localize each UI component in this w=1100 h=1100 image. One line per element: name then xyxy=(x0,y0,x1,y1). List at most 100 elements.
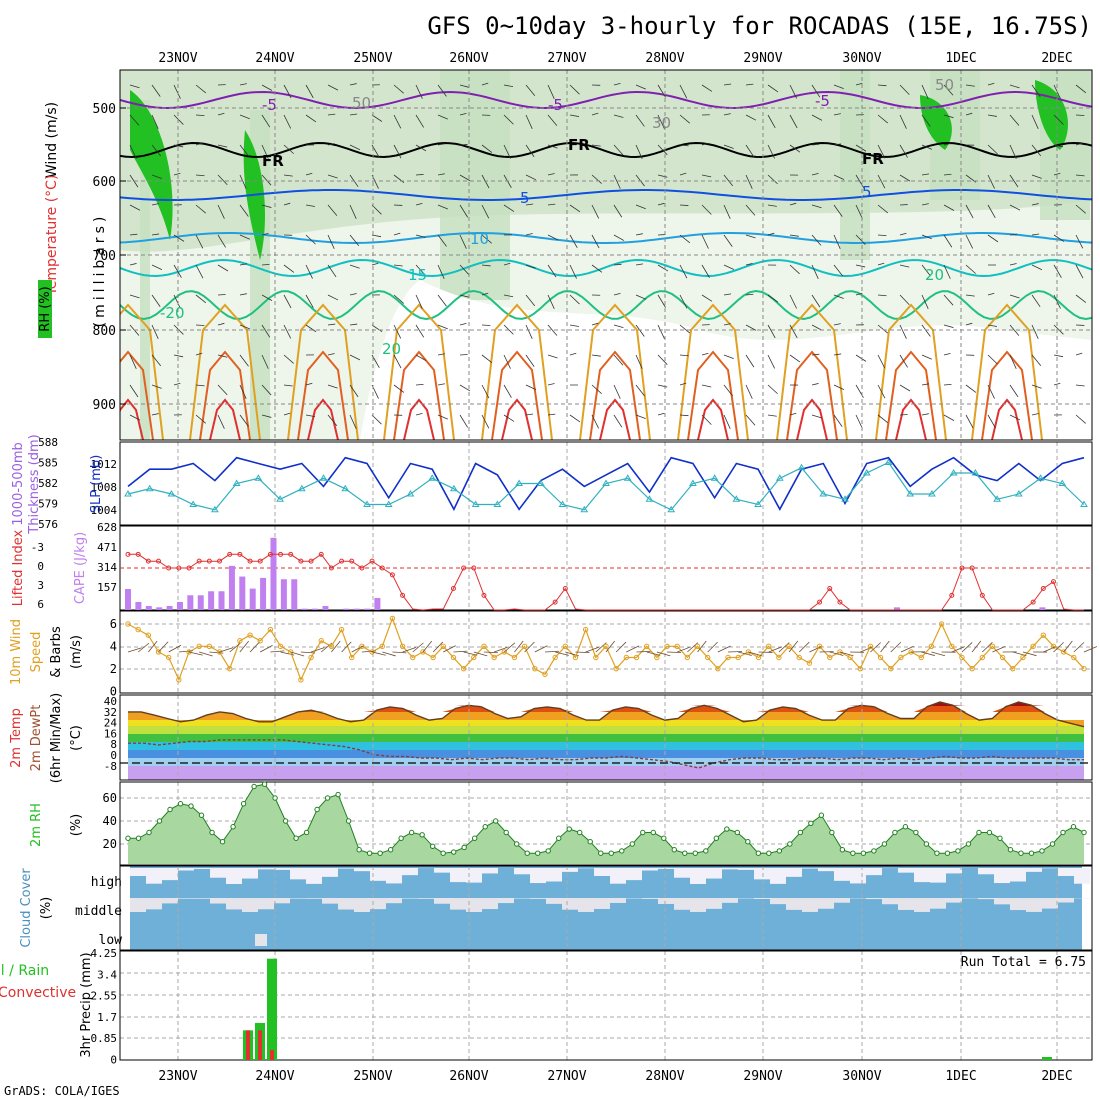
wind-barb xyxy=(129,144,137,159)
surface-contour-30 xyxy=(120,350,154,440)
wind-barb xyxy=(305,204,316,207)
thickness-marker xyxy=(775,474,784,481)
wind-barb xyxy=(745,354,755,368)
wind-barb xyxy=(239,354,249,367)
wind-barb xyxy=(745,144,755,158)
wind-barb xyxy=(613,384,621,399)
cloud-mid-gap xyxy=(786,898,802,910)
wind-barb xyxy=(921,324,931,337)
wind-barb xyxy=(217,264,229,272)
wind-barb xyxy=(1063,640,1073,653)
wind-barb xyxy=(591,354,601,357)
wind-barb xyxy=(987,204,996,219)
wind-barb xyxy=(305,382,313,386)
wind-barb xyxy=(877,414,889,424)
wind-barb xyxy=(305,172,313,176)
li-marker xyxy=(339,558,345,564)
wind-barb xyxy=(569,204,581,213)
wind-marker xyxy=(735,654,741,661)
wind-barb xyxy=(349,293,357,296)
temp-contour-5 xyxy=(120,189,1092,201)
wind-barb xyxy=(1009,414,1021,421)
wind-barb xyxy=(943,324,954,328)
li-marker xyxy=(837,599,843,605)
thickness-marker xyxy=(1014,490,1023,497)
wind-barb xyxy=(811,353,820,356)
li-marker xyxy=(145,558,151,564)
contour-label: FR xyxy=(862,150,884,168)
wind-marker xyxy=(806,660,813,666)
date-label-bottom: 23NOV xyxy=(158,1069,197,1084)
rh-marker xyxy=(471,835,478,841)
precip-tick: 3.4 xyxy=(97,968,117,981)
rh-marker xyxy=(682,850,688,856)
rh-marker xyxy=(209,829,215,836)
rh-marker xyxy=(997,835,1003,841)
rh-marker xyxy=(923,841,930,847)
thickness-marker xyxy=(1058,479,1067,486)
wind-marker xyxy=(796,654,802,661)
rh-marker xyxy=(556,835,562,841)
wind-barb xyxy=(129,233,138,236)
wind-marker xyxy=(318,638,324,644)
wind-barb xyxy=(943,352,951,356)
wind-barb xyxy=(635,204,646,210)
grads-credit: GrADS: COLA/IGES xyxy=(4,1084,120,1098)
wind-barb xyxy=(437,143,445,146)
wind-barb xyxy=(921,651,935,656)
thickness-tick: 579 xyxy=(38,498,58,511)
cloud-mid-gap xyxy=(978,898,994,900)
temp-color-band xyxy=(128,758,1084,766)
wind-barb xyxy=(547,294,555,309)
rh-label-b: (%) xyxy=(69,814,84,837)
rh-marker xyxy=(661,835,667,841)
wind-barb xyxy=(1075,414,1086,424)
wind-barb xyxy=(701,384,712,388)
wind-barb xyxy=(701,264,710,278)
wind-barb xyxy=(261,232,269,236)
wind-barb xyxy=(789,324,798,339)
cloud-high-gap xyxy=(674,868,690,878)
surface-contour-25 xyxy=(189,303,261,440)
temp-hot-area xyxy=(128,702,1084,712)
cloud-level-label: middle xyxy=(75,904,122,919)
wind-barb xyxy=(239,83,247,86)
wind-barb xyxy=(547,84,555,99)
wind-barb xyxy=(195,294,207,304)
rh-marker xyxy=(797,829,804,836)
thickness-marker xyxy=(797,463,806,471)
date-label-top: 23NOV xyxy=(158,51,197,66)
thickness-marker xyxy=(428,474,437,481)
wind-barb xyxy=(723,264,735,270)
wind-barb xyxy=(151,174,162,179)
wind-barb xyxy=(833,204,843,217)
thickness-marker xyxy=(971,469,980,476)
rh-marker xyxy=(282,818,289,824)
thickness-marker xyxy=(841,495,849,502)
wind-barb xyxy=(767,114,776,129)
wind-barb xyxy=(525,384,537,391)
wind-barb xyxy=(1053,354,1064,358)
wind-barb xyxy=(657,144,668,156)
wind-barb xyxy=(833,143,842,146)
wind-barb xyxy=(1075,84,1087,94)
wind-marker xyxy=(125,621,131,627)
wind-barb xyxy=(525,354,535,367)
wind-barb xyxy=(459,234,467,249)
wind-barb xyxy=(437,84,447,97)
cloud-mid-gap xyxy=(866,898,882,900)
contour-label: -20 xyxy=(160,304,185,322)
wind-barb xyxy=(679,414,689,417)
rh-marker xyxy=(135,835,142,841)
wind-barb xyxy=(173,294,181,309)
wind-marker xyxy=(867,643,874,650)
wind-barb xyxy=(327,264,337,278)
date-label-top: 24NOV xyxy=(255,51,294,66)
wind-barb xyxy=(971,640,982,653)
wind-barb xyxy=(415,234,426,238)
wind-barb xyxy=(1031,324,1039,339)
wind-barb xyxy=(833,384,845,390)
cloud-mid-gap xyxy=(274,898,290,904)
wind-barb xyxy=(168,644,182,653)
cloud-mid-gap xyxy=(930,898,946,909)
